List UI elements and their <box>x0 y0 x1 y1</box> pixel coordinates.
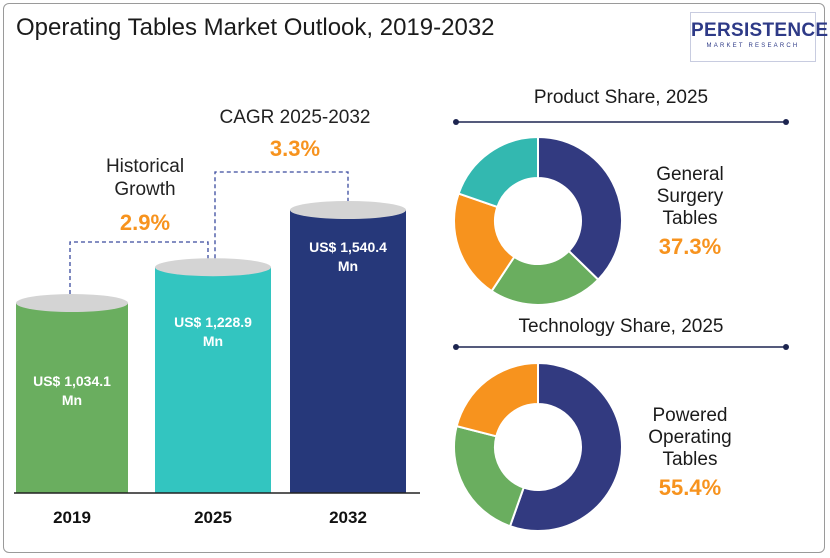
technology-share-label-line1: Powered <box>652 405 728 426</box>
product-share-label-line1: General <box>656 164 724 185</box>
bar-value-label-2019: US$ 1,034.1 Mn <box>16 372 128 410</box>
bar-2019 <box>16 303 128 493</box>
product-share-divider-right-dot <box>783 119 789 125</box>
persistence-logo: PERSISTENCE MARKET RESEARCH <box>690 12 829 62</box>
infographic-frame <box>3 3 825 553</box>
bar-value-label-2025: US$ 1,228.9 Mn <box>155 313 271 351</box>
bar-unit-2019: Mn <box>61 392 83 408</box>
product-share-title: Product Share, 2025 <box>533 87 709 108</box>
cagr-connector <box>214 171 349 259</box>
product-share-label-line3: Tables <box>662 208 718 229</box>
technology-share-value: 55.4% <box>658 475 722 500</box>
bar-cap-2025 <box>155 258 271 277</box>
year-label-2032: 2032 <box>329 508 367 527</box>
bar-cap-2019 <box>16 294 128 313</box>
product-share-legend: General Surgery Tables 37.3% <box>628 164 752 260</box>
bar-cap-2032 <box>290 201 406 219</box>
bar-value-label-2032: US$ 1,540.4 Mn <box>290 238 406 276</box>
technology-share-slice-3 <box>455 361 539 438</box>
product-share-divider-left-dot <box>453 119 459 125</box>
logo-tagline: MARKET RESEARCH <box>706 43 800 49</box>
bar-2025 <box>155 267 271 493</box>
cagr-label: CAGR 2025-2032 <box>219 107 371 128</box>
product-share-slice-2 <box>490 249 600 306</box>
page-title: Operating Tables Market Outlook, 2019-20… <box>16 14 495 41</box>
technology-share-slice-1 <box>508 361 623 532</box>
cagr-value: 3.3% <box>269 136 321 161</box>
technology-share-label-line2: Operating <box>648 427 732 448</box>
bar-value-2019: US$ 1,034.1 <box>33 373 111 389</box>
technology-share-legend: Powered Operating Tables 55.4% <box>628 405 752 501</box>
historical-growth-connector <box>69 241 209 295</box>
technology-share-divider-left-dot <box>453 344 459 350</box>
bar-value-2032: US$ 1,540.4 <box>309 239 387 255</box>
historical-growth-label-line1: Historical <box>105 156 185 177</box>
bar-2032 <box>290 210 406 493</box>
year-label-2019: 2019 <box>53 508 91 527</box>
year-label-2025: 2025 <box>194 508 232 527</box>
product-share-label-line2: Surgery <box>656 186 724 207</box>
historical-growth-label: Historical Growth <box>80 155 210 201</box>
bar-value-2025: US$ 1,228.9 <box>174 314 252 330</box>
technology-share-slice-2 <box>453 424 525 528</box>
logo-wordmark: PERSISTENCE <box>691 20 829 41</box>
product-share-slice-1 <box>537 135 623 282</box>
product-share-value: 37.3% <box>658 234 722 259</box>
product-share-slice-4 <box>457 135 539 209</box>
technology-share-label-line3: Tables <box>662 449 718 470</box>
bar-unit-2025: Mn <box>202 333 224 349</box>
technology-share-title: Technology Share, 2025 <box>518 316 724 337</box>
historical-growth-label-line2: Growth <box>114 179 176 200</box>
historical-growth-value: 2.9% <box>119 210 171 235</box>
bar-unit-2032: Mn <box>337 258 359 274</box>
technology-share-divider-right-dot <box>783 344 789 350</box>
